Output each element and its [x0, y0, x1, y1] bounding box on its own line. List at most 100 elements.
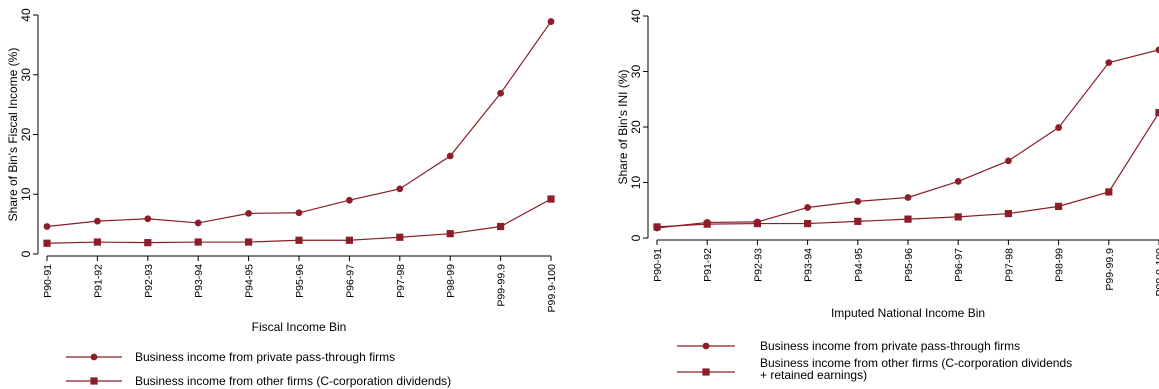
series-1 [653, 46, 1159, 232]
series-line [656, 49, 1159, 229]
y-tick-label: 40 [19, 8, 33, 22]
y-tick-label: 20 [629, 120, 643, 134]
data-point [446, 230, 454, 238]
chart-2: 0 10 20 30 40 Share of Bin's INI (%) P90-91 P91… [616, 9, 1159, 382]
data-point [93, 238, 101, 246]
data-point [904, 194, 912, 201]
x-tick-label: P90-91 [42, 264, 54, 298]
x-tick-label: P95-96 [903, 248, 915, 282]
data-point [954, 177, 962, 185]
data-point [1105, 188, 1113, 196]
legend-label: Business income from private pass-throug… [135, 350, 395, 364]
data-point [804, 219, 812, 228]
data-point [144, 215, 152, 223]
x-tick-label: P91-92 [702, 248, 714, 282]
y-tick-label: 40 [629, 9, 643, 23]
data-point [194, 219, 202, 227]
x-tick-label: P93-94 [803, 248, 815, 282]
legend-entry-2: Business income from other firms (C-corp… [66, 374, 451, 388]
x-tick-label: P98-99 [1054, 248, 1066, 282]
y-tick-label: 10 [19, 187, 33, 201]
data-point [1155, 46, 1159, 54]
x-tick-label: P96-97 [953, 248, 965, 282]
x-tick-label: P98-99 [445, 264, 457, 298]
data-point [547, 18, 555, 25]
x-tick-label: P99.9-100 [1154, 248, 1159, 297]
series-line [46, 198, 552, 244]
data-point [396, 233, 404, 241]
legend-label-line: Business income from other firms (C-corp… [760, 356, 1072, 370]
legend-entry-1: Business income from private pass-throug… [677, 339, 1020, 353]
data-point [904, 215, 912, 223]
legend-label: Business income from private pass-throug… [760, 339, 1020, 353]
y-tick-label: 30 [629, 65, 643, 79]
data-point [94, 217, 101, 225]
y-tick-label: 30 [19, 68, 33, 82]
data-point [497, 89, 504, 97]
y-tick-label: 0 [19, 250, 33, 257]
series-line [46, 21, 552, 228]
data-point [804, 204, 811, 211]
x-tick-label: P95-96 [294, 264, 306, 298]
legend-entry-1: Business income from private pass-throug… [66, 350, 395, 364]
data-point [1004, 209, 1012, 218]
y-tick-label: 0 [629, 234, 643, 241]
x-tick-label: P97-98 [395, 264, 407, 298]
data-point [345, 236, 353, 244]
series-2 [43, 195, 555, 247]
data-point [954, 213, 962, 221]
series-2 [653, 108, 1159, 231]
data-point [245, 238, 253, 246]
x-tick-label: P94-95 [853, 248, 865, 282]
data-point [43, 239, 51, 247]
data-point [295, 209, 303, 217]
series-line [656, 112, 1159, 228]
x-axis-label: Imputed National Income Bin [831, 306, 985, 320]
chart-1: 0 10 20 30 40 Share of Bin's Fiscal Income (%… [6, 8, 558, 388]
data-point [295, 236, 303, 244]
data-point [43, 223, 51, 230]
data-point [346, 196, 353, 204]
data-point [653, 223, 661, 231]
data-point [497, 222, 505, 231]
data-point [396, 185, 404, 193]
x-tick-label: P92-93 [752, 248, 764, 282]
data-point [753, 219, 761, 228]
legend-marker [90, 377, 98, 385]
legend-marker [702, 342, 710, 350]
legend-label-line: + retained earnings) [760, 368, 867, 382]
x-tick-label: P97-98 [1003, 248, 1015, 282]
data-point [1005, 157, 1012, 165]
x-tick-label: P99-99.9 [496, 264, 508, 307]
x-tick-label: P94-95 [244, 264, 256, 298]
y-tick-label: 20 [19, 128, 33, 142]
legend-label: Business income from other firms (C-corp… [135, 374, 451, 388]
y-axis-label: Share of Bin's INI (%) [616, 70, 630, 185]
x-tick-label: P92-93 [143, 264, 155, 298]
data-point [854, 217, 862, 225]
data-point [245, 209, 253, 217]
x-tick-label: P99-99.9 [1104, 248, 1116, 291]
series-1 [43, 18, 555, 230]
data-point [446, 152, 454, 160]
data-point [703, 220, 711, 228]
data-point [1055, 124, 1062, 131]
x-tick-label: P96-97 [344, 264, 356, 298]
y-tick-label: 10 [629, 176, 643, 190]
x-tick-label: P91-92 [92, 264, 104, 298]
x-tick-label: P93-94 [193, 264, 205, 298]
legend-marker [90, 353, 98, 361]
data-point [547, 195, 555, 203]
legend-entry-2: Business income from other firms (C-corp… [677, 356, 1072, 382]
data-point [854, 197, 862, 205]
legend-label: Business income from other firms (C-corp… [760, 356, 1072, 382]
data-point [144, 239, 152, 247]
data-point [194, 238, 202, 246]
legend-marker [702, 368, 710, 376]
x-tick-label: P90-91 [652, 248, 664, 282]
x-tick-label: P99.9-100 [546, 264, 558, 313]
data-point [1105, 59, 1113, 67]
data-point [1055, 202, 1063, 210]
x-axis-label: Fiscal Income Bin [252, 320, 347, 334]
